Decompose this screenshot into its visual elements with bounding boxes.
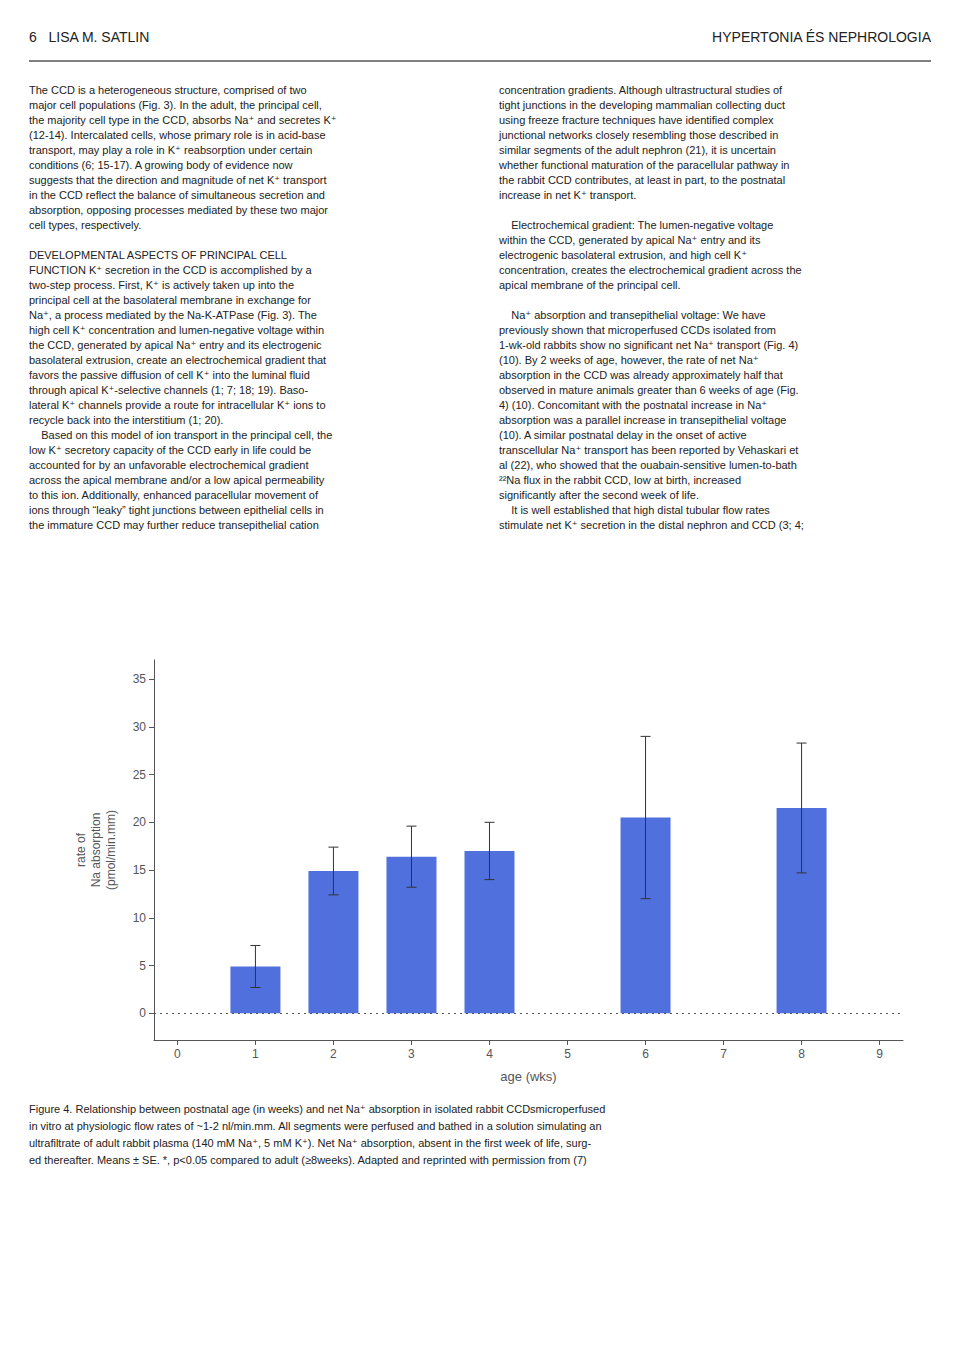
svg-text:using freeze fracture techniqu: using freeze fracture techniques have id… bbox=[499, 114, 774, 126]
svg-text:junctional networks closely re: junctional networks closely resembling t… bbox=[498, 129, 778, 141]
svg-text:1: 1 bbox=[252, 1047, 259, 1061]
svg-text:4: 4 bbox=[486, 1047, 493, 1061]
svg-text:6 LISA M. SATLIN: 6 LISA M. SATLIN bbox=[29, 29, 149, 45]
svg-text:observed in mature animals gre: observed in mature animals greater than … bbox=[499, 384, 799, 396]
svg-text:It is well established that hi: It is well established that high distal … bbox=[499, 504, 770, 516]
svg-text:the rabbit CCD contributes, at: the rabbit CCD contributes, at least in … bbox=[499, 174, 785, 186]
svg-text:lateral K⁺ channels provide a: lateral K⁺ channels provide a route for … bbox=[29, 399, 326, 411]
svg-text:(10). A similar postnatal dela: (10). A similar postnatal delay in the o… bbox=[499, 429, 747, 441]
svg-text:whether functional maturation: whether functional maturation of the par… bbox=[498, 159, 789, 171]
svg-text:0: 0 bbox=[139, 1006, 146, 1020]
svg-text:absorption in the CCD was alre: absorption in the CCD was already approx… bbox=[499, 369, 783, 381]
svg-text:Na⁺, a process mediated by the: Na⁺, a process mediated by the Na-K-ATPa… bbox=[29, 309, 317, 321]
svg-text:in the CCD reflect the balance: in the CCD reflect the balance of simult… bbox=[29, 189, 325, 201]
svg-text:30: 30 bbox=[133, 720, 147, 734]
svg-text:principal cell at the basolate: principal cell at the basolateral membra… bbox=[29, 294, 311, 306]
svg-text:8: 8 bbox=[798, 1047, 805, 1061]
svg-text:absorption, opposing processes: absorption, opposing processes mediated … bbox=[29, 204, 328, 216]
svg-text:(10). By 2 weeks of age, howev: (10). By 2 weeks of age, however, the ra… bbox=[499, 354, 759, 366]
svg-text:(12-14). Intercalated cells, w: (12-14). Intercalated cells, whose prima… bbox=[29, 129, 326, 141]
svg-text:cell types, respectively.: cell types, respectively. bbox=[29, 219, 141, 231]
svg-text:HYPERTONIA ÉS NEPHROLOGIA: HYPERTONIA ÉS NEPHROLOGIA bbox=[712, 29, 932, 45]
svg-text:1-wk-old rabbits show no signi: 1-wk-old rabbits show no significant net… bbox=[499, 339, 798, 351]
svg-text:Na⁺ absorption and transepithe: Na⁺ absorption and transepithelial volta… bbox=[499, 309, 766, 321]
svg-text:absorption was a parallel incr: absorption was a parallel increase in tr… bbox=[499, 414, 786, 426]
svg-text:similar segments of the adult: similar segments of the adult nephron (2… bbox=[499, 144, 776, 156]
svg-text:low K⁺ secretory capacity of t: low K⁺ secretory capacity of the CCD ear… bbox=[29, 444, 311, 456]
svg-text:previously shown that microper: previously shown that microperfused CCDs… bbox=[499, 324, 776, 336]
svg-text:major cell populations (Fig. 3: major cell populations (Fig. 3). In the … bbox=[29, 99, 322, 111]
svg-text:DEVELOPMENTAL ASPECTS OF PRINC: DEVELOPMENTAL ASPECTS OF PRINCIPAL CELL bbox=[29, 249, 287, 261]
svg-text:7: 7 bbox=[720, 1047, 727, 1061]
svg-text:high cell K⁺ concentration and: high cell K⁺ concentration and lumen-neg… bbox=[29, 324, 324, 336]
svg-text:the majority cell type in the: the majority cell type in the CCD, absor… bbox=[29, 114, 337, 126]
svg-text:4) (10). Concomitant with the: 4) (10). Concomitant with the postnatal … bbox=[499, 399, 767, 411]
svg-text:through apical K⁺-selective ch: through apical K⁺-selective channels (1;… bbox=[29, 384, 308, 396]
svg-text:recycle back into the intersti: recycle back into the interstitium (1; 2… bbox=[29, 414, 223, 426]
svg-text:concentration gradients. Altho: concentration gradients. Although ultras… bbox=[499, 84, 783, 96]
svg-text:conditions (6; 15-17). A growi: conditions (6; 15-17). A growing body of… bbox=[29, 159, 293, 171]
svg-text:al (22), who showed that the o: al (22), who showed that the ouabain-sen… bbox=[499, 459, 797, 471]
svg-text:ed thereafter. Means ± SE. *,: ed thereafter. Means ± SE. *, p<0.05 com… bbox=[29, 1154, 587, 1166]
svg-text:increase in net K⁺ transport.: increase in net K⁺ transport. bbox=[499, 189, 636, 201]
svg-text:ultrafiltrate of adult rabbit: ultrafiltrate of adult rabbit plasma (14… bbox=[29, 1137, 591, 1149]
svg-text:significantly after the second: significantly after the second week of l… bbox=[499, 489, 699, 501]
svg-text:(pmol/min.mm): (pmol/min.mm) bbox=[104, 810, 118, 890]
svg-text:apical membrane of the princip: apical membrane of the principal cell. bbox=[499, 279, 681, 291]
svg-text:25: 25 bbox=[133, 768, 147, 782]
svg-text:rate of: rate of bbox=[74, 832, 88, 867]
svg-text:within the CCD, generated by a: within the CCD, generated by apical Na⁺ … bbox=[498, 234, 761, 246]
svg-text:the CCD, generated by apical N: the CCD, generated by apical Na⁺ entry a… bbox=[29, 339, 322, 351]
svg-text:9: 9 bbox=[876, 1047, 883, 1061]
svg-text:3: 3 bbox=[408, 1047, 415, 1061]
svg-text:electrogenic basolateral extru: electrogenic basolateral extrusion, and … bbox=[499, 249, 747, 261]
svg-text:Figure 4. Relationship between: Figure 4. Relationship between postnatal… bbox=[29, 1103, 605, 1115]
svg-text:FUNCTION K⁺ secretion in the C: FUNCTION K⁺ secretion in the CCD is acco… bbox=[29, 264, 313, 276]
svg-text:basolateral extrusion, create: basolateral extrusion, create an electro… bbox=[29, 354, 326, 366]
svg-text:accounted for by an unfavorabl: accounted for by an unfavorable electroc… bbox=[29, 459, 308, 471]
svg-text:transcellular Na⁺ transport ha: transcellular Na⁺ transport has been rep… bbox=[499, 444, 798, 456]
svg-text:transport, may play a role in: transport, may play a role in K⁺ reabsor… bbox=[29, 144, 312, 156]
svg-text:stimulate net K⁺ secretion in: stimulate net K⁺ secretion in the distal… bbox=[499, 519, 804, 531]
svg-text:20: 20 bbox=[133, 815, 147, 829]
svg-text:Na absorption: Na absorption bbox=[89, 813, 103, 888]
svg-text:age (wks): age (wks) bbox=[500, 1069, 556, 1084]
svg-text:tight junctions in the develop: tight junctions in the developing mammal… bbox=[499, 99, 785, 111]
svg-text:Electrochemical gradient: The: Electrochemical gradient: The lumen-nega… bbox=[499, 219, 773, 231]
svg-text:10: 10 bbox=[133, 911, 147, 925]
svg-text:²²Na flux in the rabbit CCD, l: ²²Na flux in the rabbit CCD, low at birt… bbox=[499, 474, 741, 486]
svg-text:favors the passive diffusion o: favors the passive diffusion of cell K⁺ … bbox=[29, 369, 310, 381]
svg-text:across the apical membrane and: across the apical membrane and/or a low … bbox=[29, 474, 325, 486]
svg-text:5: 5 bbox=[139, 959, 146, 973]
svg-text:two-step process. First, K⁺ is: two-step process. First, K⁺ is actively … bbox=[29, 279, 294, 291]
svg-text:suggests that the direction an: suggests that the direction and magnitud… bbox=[29, 174, 327, 186]
svg-text:35: 35 bbox=[133, 672, 147, 686]
svg-text:to this ion. Additionally, enh: to this ion. Additionally, enhanced para… bbox=[29, 489, 319, 501]
svg-text:in vitro at physiologic flow r: in vitro at physiologic flow rates of ~1… bbox=[29, 1120, 602, 1132]
svg-text:15: 15 bbox=[133, 863, 147, 877]
svg-text:The CCD is a heterogeneous str: The CCD is a heterogeneous structure, co… bbox=[29, 84, 307, 96]
svg-text:the immature CCD may further r: the immature CCD may further reduce tran… bbox=[29, 519, 319, 531]
svg-text:2: 2 bbox=[330, 1047, 337, 1061]
svg-text:0: 0 bbox=[174, 1047, 181, 1061]
svg-text:Based on this model of ion tra: Based on this model of ion transport in … bbox=[29, 429, 332, 441]
svg-text:concentration, creates the ele: concentration, creates the electrochemic… bbox=[499, 264, 802, 276]
svg-text:6: 6 bbox=[642, 1047, 649, 1061]
svg-text:ions through “leaky” tight jun: ions through “leaky” tight junctions bet… bbox=[29, 504, 324, 516]
svg-text:5: 5 bbox=[564, 1047, 571, 1061]
